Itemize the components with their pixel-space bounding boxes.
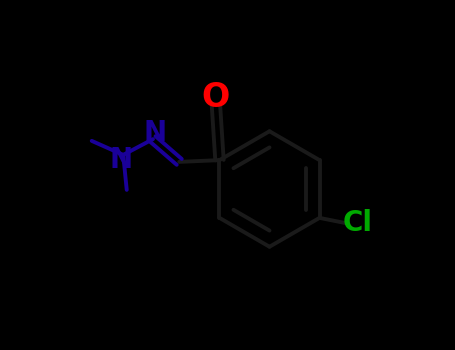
Text: N: N [143,119,166,147]
Text: Cl: Cl [343,209,373,237]
Text: N: N [110,146,133,174]
Text: O: O [202,80,230,114]
